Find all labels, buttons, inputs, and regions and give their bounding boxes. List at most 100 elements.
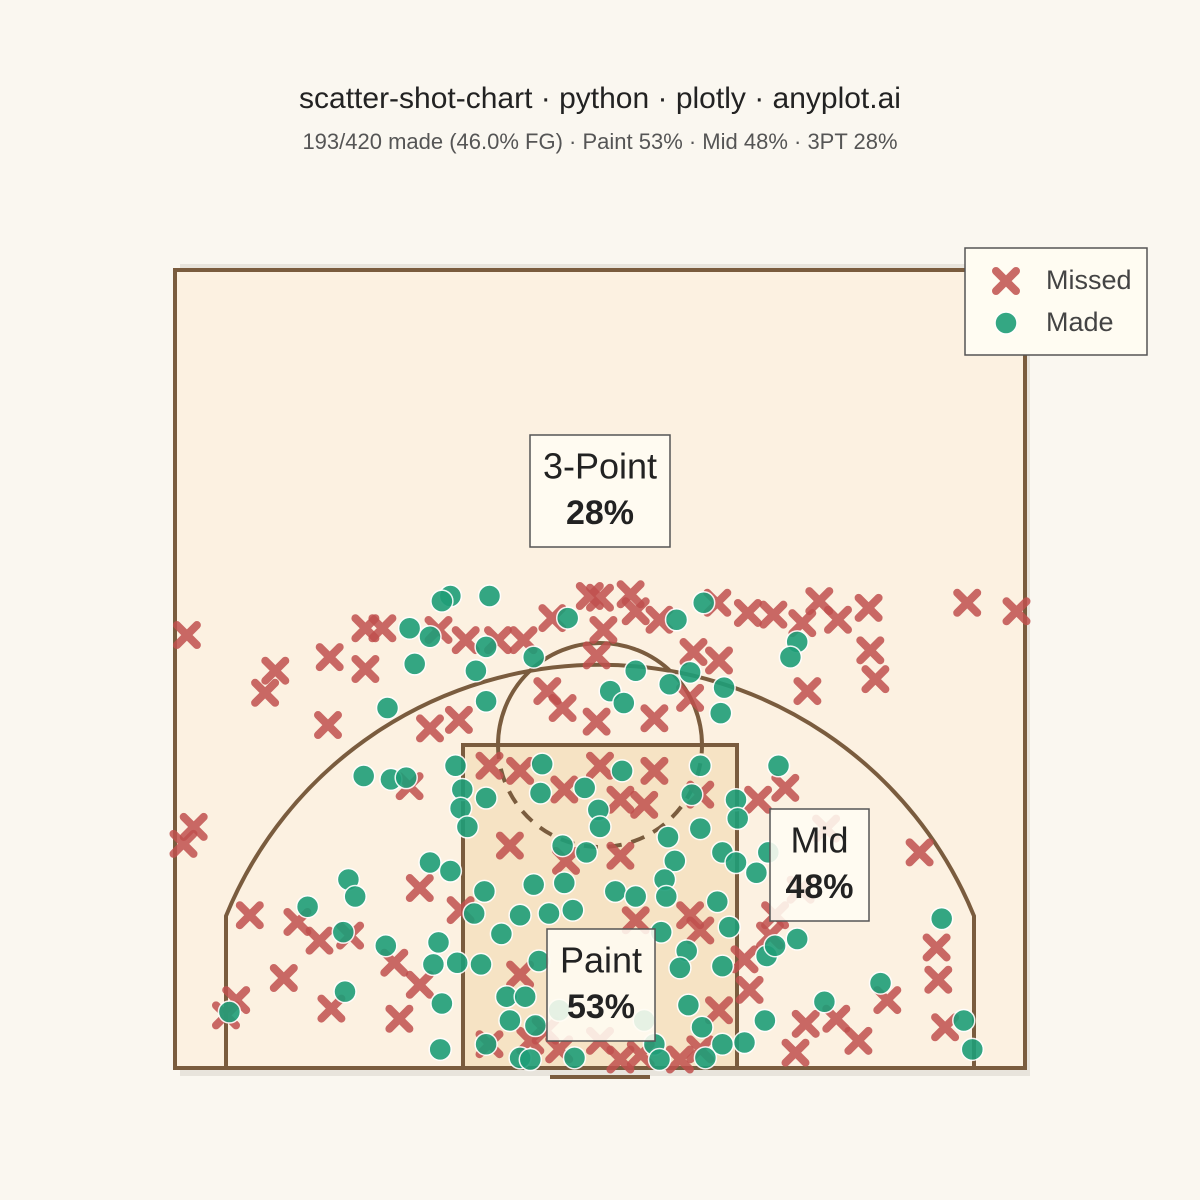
made-shot — [766, 754, 791, 778]
made-shot — [690, 1015, 714, 1040]
made-shot — [464, 658, 488, 683]
made-shot — [561, 898, 585, 922]
made-shot — [960, 1037, 985, 1062]
zone-box — [769, 808, 870, 922]
made-shot — [753, 1008, 777, 1033]
missed-shot — [317, 994, 346, 1023]
zone-label: Paint — [560, 940, 642, 981]
made-shot — [374, 934, 398, 958]
made-shot — [647, 1047, 672, 1072]
missed-shot — [676, 901, 705, 930]
made-shot — [785, 927, 809, 951]
made-shot — [217, 1000, 242, 1024]
missed-shot — [261, 656, 290, 685]
made-shot — [528, 781, 553, 805]
missed-shot — [172, 621, 201, 650]
missed-shot — [705, 646, 733, 675]
zone-percentage: 53% — [567, 988, 635, 1026]
made-shot — [518, 1047, 543, 1072]
made-shot — [521, 872, 546, 897]
missed-shot — [550, 775, 579, 804]
missed-shot — [630, 790, 659, 819]
made-shot — [523, 1013, 548, 1038]
made-shot — [710, 1032, 735, 1056]
missed-shot — [621, 906, 650, 935]
made-shot — [678, 660, 702, 685]
missed-shot — [854, 593, 883, 622]
missed-shot — [475, 751, 504, 780]
made-shot — [418, 624, 442, 649]
made-shot — [610, 759, 634, 783]
made-shot — [397, 616, 422, 641]
missed-shot — [589, 615, 618, 644]
three-point-line — [224, 662, 976, 1068]
missed-shot — [451, 626, 480, 655]
made-shot — [680, 782, 704, 807]
made-shot — [426, 930, 451, 955]
made-shot — [498, 1008, 522, 1033]
missed-shot — [924, 965, 953, 994]
missed-shot — [621, 597, 650, 626]
missed-shot — [351, 655, 380, 683]
made-shot — [708, 701, 733, 725]
missed-shot — [169, 829, 198, 858]
made-shot — [693, 1046, 718, 1070]
zone-percentage: 48% — [785, 868, 853, 906]
missed-shot — [368, 614, 397, 643]
made-shot — [513, 984, 537, 1009]
made-shot — [612, 691, 636, 715]
zone-box — [529, 434, 671, 548]
made-shot — [724, 850, 748, 875]
missed-shot — [645, 605, 674, 634]
made-shot — [477, 584, 502, 608]
made-shot — [508, 903, 532, 927]
missed-shot — [905, 838, 934, 867]
made-shot — [418, 850, 442, 875]
made-shot — [588, 815, 612, 839]
made-shot — [712, 675, 736, 700]
made-shot — [474, 635, 498, 659]
made-shot — [691, 591, 716, 615]
missed-shot — [744, 785, 773, 814]
missed-shot — [771, 773, 800, 802]
missed-shot — [1002, 597, 1031, 626]
made-shot — [430, 589, 454, 613]
missed-shot — [856, 636, 885, 665]
missed-shot — [606, 785, 635, 814]
made-shot — [394, 765, 418, 790]
missed-shot — [733, 598, 762, 627]
missed-shot — [582, 641, 611, 670]
made-shot — [443, 754, 468, 778]
made-shot — [929, 906, 954, 931]
made-shot — [572, 776, 597, 800]
made-shot — [402, 652, 427, 676]
made-shot — [552, 871, 577, 895]
made-shot — [421, 952, 446, 977]
missed-shot — [305, 926, 334, 955]
missed-shot — [922, 933, 951, 962]
legend-label: Missed — [1046, 265, 1132, 295]
made-shot — [868, 971, 893, 995]
made-shot — [333, 979, 357, 1004]
missed-shot — [759, 600, 788, 629]
missed-shot — [793, 677, 822, 706]
made-shot — [530, 752, 554, 776]
made-shot — [562, 1046, 587, 1070]
missed-shot — [385, 1004, 414, 1033]
made-shot — [375, 696, 400, 720]
made-shot — [812, 990, 837, 1014]
made-shot — [474, 689, 498, 714]
made-shot — [717, 915, 741, 939]
missed-shot — [251, 678, 280, 707]
missed-shot — [506, 756, 535, 785]
missed-shot — [791, 1009, 820, 1038]
made-shot — [445, 950, 469, 975]
missed-shot — [824, 605, 852, 634]
made-shot — [455, 815, 480, 839]
zone-label: 3-Point — [543, 446, 657, 487]
made-shot — [668, 956, 692, 980]
made-shot — [351, 764, 376, 788]
missed-shot — [506, 960, 535, 989]
missed-shot — [606, 841, 635, 870]
